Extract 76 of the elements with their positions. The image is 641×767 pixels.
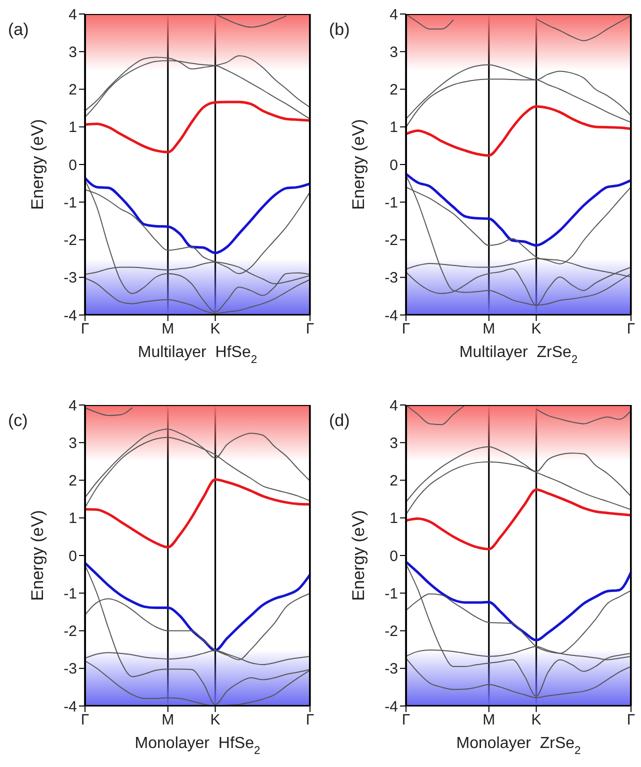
x-tick-label: Γ [306,712,314,729]
x-tick-label: Γ [402,712,410,729]
y-tick-label: -2 [384,623,398,640]
y-tick-label: -1 [384,194,398,212]
x-tick-label: Γ [80,320,90,338]
y-tick-label: 1 [68,510,77,528]
y-tick-label: 1 [390,510,398,528]
y-tick-label: -4 [64,307,77,324]
x-tick-label: Γ [306,320,314,338]
x-tick-label: M [162,320,174,338]
y-tick-label: 0 [390,156,398,174]
y-tick-label: -3 [384,660,398,678]
y-axis-title: Energy (eV) [28,119,47,210]
line-series [404,560,632,642]
y-tick-label: -2 [384,232,398,250]
y-tick-label: 0 [390,548,398,565]
text: (c) [8,411,28,431]
y-tick-label: -4 [384,307,398,324]
x-tick-label: Γ [626,712,636,729]
y-tick-label: 0 [68,156,77,174]
y-axis-title: Energy (eV) [28,510,47,601]
line-series [84,562,312,652]
x-tick-label: Γ [626,320,636,338]
line-series [404,172,632,247]
x-tick-label: Γ [402,320,410,338]
y-axis-title: Energy (eV) [349,119,368,210]
x-axis-title: Monolayer ZrSe$_{2}$ [456,735,581,757]
y-tick-label: 3 [68,434,77,452]
line-series [404,488,632,550]
y-tick-label: 2 [390,82,398,99]
x-axis-title: Multilayer ZrSe$_{2}$ [459,344,578,366]
y-tick-label: -2 [64,232,77,250]
y-tick-label: 2 [68,472,77,490]
y-tick-label: -4 [384,698,398,716]
y-tick-label: -1 [384,585,398,602]
y-tick-label: 2 [390,472,398,490]
y-tick-label: 2 [68,82,77,99]
x-tick-label: M [162,712,174,729]
x-axis-title: Monolayer HfSe$_{2}$ [134,735,260,757]
text: (d) [329,411,350,431]
y-tick-label: -3 [64,660,77,678]
text: (b) [329,20,350,40]
x-tick-label: K [531,712,542,729]
x-tick-label: M [482,712,496,729]
x-tick-label: Γ [80,712,90,729]
y-tick-label: 4 [390,6,398,24]
y-tick-label: -2 [64,623,77,640]
x-axis-title: Multilayer HfSe$_{2}$ [138,344,258,366]
y-tick-label: 1 [68,119,77,136]
line-series [406,564,632,697]
y-axis-title: Energy (eV) [349,510,368,601]
y-tick-label: -3 [384,270,398,287]
y-tick-label: 3 [68,44,77,61]
line-series [406,174,632,306]
y-tick-label: 4 [390,397,398,414]
line-series [84,100,312,154]
y-tick-label: -1 [64,194,77,212]
y-tick-label: 4 [68,397,77,414]
y-tick-label: 0 [68,548,77,565]
y-tick-label: 3 [390,44,398,61]
line-series [84,176,312,254]
x-tick-label: K [210,712,220,729]
line-series [84,407,133,416]
line-series [84,478,312,548]
line-series [404,105,632,157]
y-tick-label: -4 [64,698,77,716]
y-tick-label: 4 [68,6,77,24]
y-tick-label: -1 [64,585,77,602]
line-series [214,14,287,28]
text: (a) [8,20,29,40]
x-tick-label: K [210,320,220,338]
x-tick-label: K [531,320,542,338]
y-tick-label: 3 [390,434,398,452]
y-tick-label: -3 [64,270,77,287]
x-tick-label: M [482,320,496,338]
y-tick-label: 1 [390,119,398,136]
